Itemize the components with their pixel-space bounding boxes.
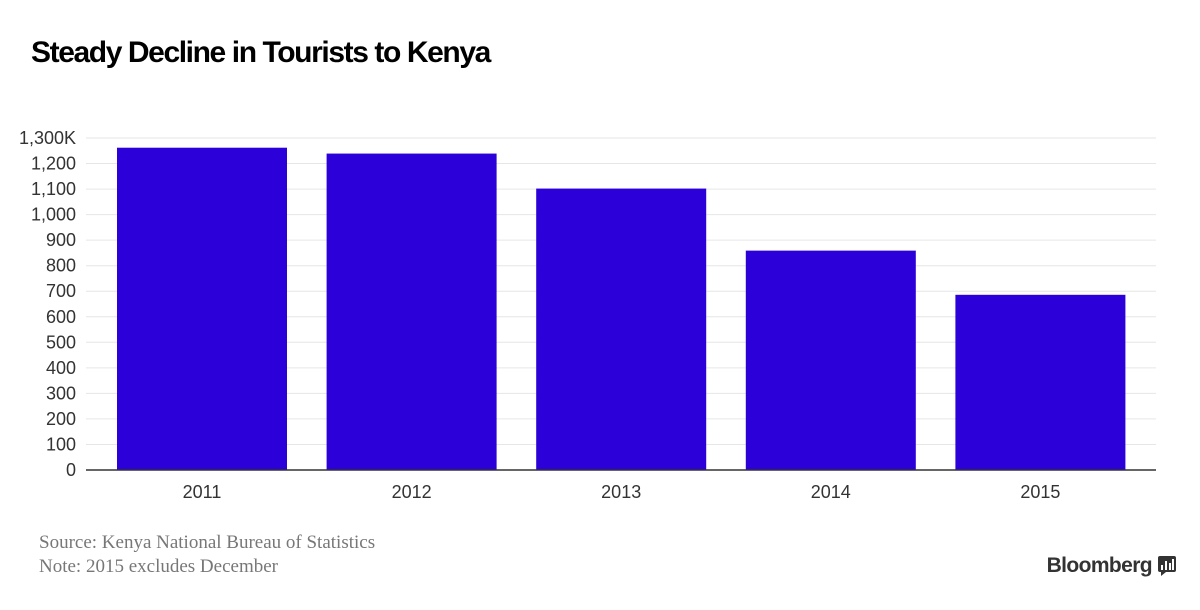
bar-2015 [955,294,1126,470]
y-tick-label: 900 [46,230,76,250]
y-tick-label: 1,000 [31,205,76,225]
y-tick-label: 100 [46,434,76,454]
note-text: Note: 2015 excludes December [39,556,278,577]
y-tick-label: 300 [46,383,76,403]
x-tick-label: 2015 [1020,482,1060,502]
x-tick-label: 2012 [392,482,432,502]
bar-2012 [326,153,497,470]
x-tick-label: 2014 [811,482,851,502]
y-tick-label: 400 [46,358,76,378]
chart-title: Steady Decline in Tourists to Kenya [31,36,491,69]
y-tick-label: 0 [66,460,76,480]
y-tick-label: 700 [46,281,76,301]
axes: 0 100 200 300 400 500 600 700 800 900 1,000 1,100 1,… [19,128,1156,502]
bloomberg-chart-icon [1158,556,1176,576]
bar-2011 [117,147,287,470]
y-tick-label: 600 [46,307,76,327]
bars [117,147,1126,470]
bar-chart: 0 100 200 300 400 500 600 700 800 900 1,000 1,100 1,… [19,128,1156,502]
y-tick-label: 500 [46,332,76,352]
y-tick-label: 1,100 [31,179,76,199]
bar-2014 [745,250,916,470]
y-tick-label: 1,200 [31,154,76,174]
y-tick-label: 800 [46,256,76,276]
source-text: Source: Kenya National Bureau of Statist… [39,532,376,553]
x-tick-label: 2013 [601,482,641,502]
y-tick-label: 1,300K [19,128,76,148]
bar-2013 [536,188,707,470]
x-tick-label: 2011 [183,482,222,502]
y-tick-label: 200 [46,409,76,429]
brand-name: Bloomberg [1046,554,1153,577]
brand-logo: Bloomberg [1047,554,1176,578]
footer-notes: Source: Kenya National Bureau of Statist… [39,531,375,579]
